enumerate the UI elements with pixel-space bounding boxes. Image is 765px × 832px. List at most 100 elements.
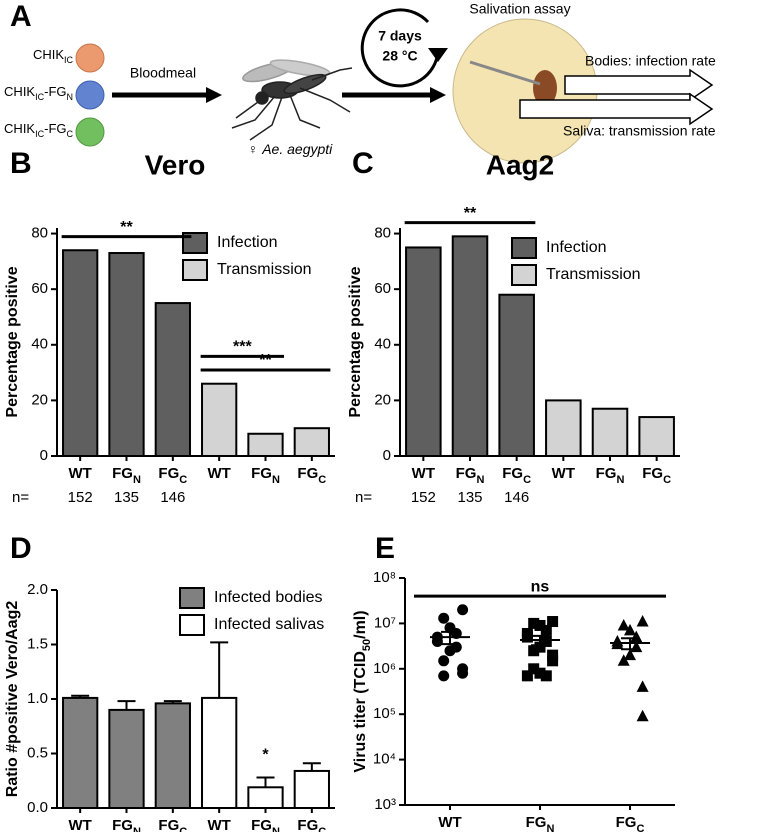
bar — [62, 696, 99, 809]
bar — [154, 702, 191, 809]
point — [617, 654, 630, 666]
significance-label: ns — [531, 578, 550, 595]
x-tick-label: WT — [552, 465, 575, 482]
bar — [201, 696, 238, 809]
y-tick-label: 1.0 — [27, 690, 48, 707]
point — [636, 680, 649, 692]
significance-label: ** — [259, 352, 272, 369]
x-tick-sub: C — [663, 474, 671, 486]
legend-swatch — [511, 264, 537, 286]
x-tick-label: FGN — [456, 465, 485, 486]
x-tick-label: WT — [69, 817, 92, 832]
y-tick-label: 1.5 — [27, 635, 48, 652]
point — [438, 655, 450, 667]
legend-label: Infected bodies — [214, 589, 323, 606]
x-tick-text: FG — [251, 817, 272, 832]
bar — [62, 249, 99, 457]
legend-swatch — [511, 237, 537, 259]
x-tick-sub: C — [523, 474, 531, 486]
x-tick-label: FGC — [158, 465, 187, 486]
point — [624, 648, 636, 661]
bar — [293, 427, 330, 458]
panel-letter: D — [10, 532, 32, 565]
strain-base: CHIK — [4, 84, 35, 99]
bar — [545, 399, 582, 458]
legend-label: Transmission — [546, 266, 641, 283]
assay-label: Salivation assay — [469, 1, 570, 17]
x-tick-text: FG — [596, 465, 617, 482]
strain-label: CHIKIC — [33, 47, 74, 65]
y-label-sub: 50 — [361, 639, 373, 651]
x-tick-text: WT — [208, 465, 231, 482]
y-tick-label: 2.0 — [27, 581, 48, 598]
bar — [638, 416, 675, 458]
y-tick-label: 0 — [383, 447, 391, 464]
x-tick-label: FGC — [297, 817, 326, 832]
cycle-arrow — [360, 8, 440, 88]
x-tick-sub: C — [179, 474, 187, 486]
x-tick-label: WT — [69, 465, 92, 482]
y-tick-label: 10⁶ — [373, 660, 396, 677]
y-axis-label: Percentage positive — [4, 266, 21, 417]
x-tick-label: WT — [412, 465, 435, 482]
bar — [498, 293, 535, 458]
point — [547, 655, 559, 667]
species-symbol: ♀ — [248, 141, 259, 157]
y-tick-label: 0 — [40, 447, 48, 464]
y-axis-label: Percentage positive — [347, 266, 364, 417]
bar — [247, 432, 284, 458]
x-tick-label: FGC — [642, 465, 671, 486]
x-tick-sub: C — [318, 826, 326, 832]
incubation-time: 7 days — [378, 28, 422, 44]
virus-icon — [75, 43, 105, 73]
x-tick-text: WT — [69, 465, 92, 482]
strain-sub: IC — [35, 129, 45, 139]
y-label-text: Virus titer (TCID — [352, 651, 369, 773]
point — [521, 670, 533, 682]
arrowhead — [430, 87, 446, 103]
significance-label: ** — [464, 205, 477, 222]
x-tick-text: FG — [502, 465, 523, 482]
x-tick-label: FGN — [596, 465, 625, 486]
x-tick-label: WT — [438, 814, 461, 831]
y-tick-label: 80 — [31, 225, 48, 242]
panel-letter: B — [10, 147, 32, 180]
bar — [247, 786, 284, 809]
x-tick-text: FG — [616, 814, 637, 831]
x-tick-text: FG — [158, 465, 179, 482]
bar — [201, 382, 238, 457]
species-name: Ae. aegypti — [261, 141, 333, 157]
point — [438, 612, 450, 624]
x-tick-text: FG — [112, 465, 133, 482]
chart-title: Vero — [145, 149, 206, 180]
x-tick-label: FGN — [112, 817, 141, 832]
n-value: 152 — [68, 489, 93, 506]
mosquito — [231, 59, 353, 141]
x-tick-sub: N — [133, 826, 141, 832]
n-label: n= — [12, 489, 29, 506]
x-tick-text: FG — [642, 465, 663, 482]
y-tick-label: 20 — [31, 391, 48, 408]
legend-swatch — [179, 587, 205, 609]
significance-label: * — [262, 747, 269, 764]
virus-icon — [75, 80, 105, 110]
bar — [405, 246, 442, 457]
legend-swatch — [182, 259, 208, 281]
bar — [154, 302, 191, 458]
x-tick-text: WT — [208, 817, 231, 832]
y-tick-label: 60 — [31, 280, 48, 297]
incubation-temp: 28 °C — [382, 48, 417, 64]
point — [438, 670, 450, 682]
bar — [451, 235, 489, 457]
strain-base: CHIK — [4, 121, 35, 136]
x-tick-sub: C — [318, 474, 326, 486]
error-bar — [117, 700, 136, 710]
y-tick-label: 40 — [31, 336, 48, 353]
point — [617, 618, 630, 631]
y-label-text: Percentage positive — [347, 266, 364, 417]
point — [528, 663, 540, 675]
strain-base: CHIK — [33, 47, 64, 62]
significance-label: ** — [120, 219, 133, 236]
point — [534, 667, 546, 679]
point — [540, 624, 552, 636]
